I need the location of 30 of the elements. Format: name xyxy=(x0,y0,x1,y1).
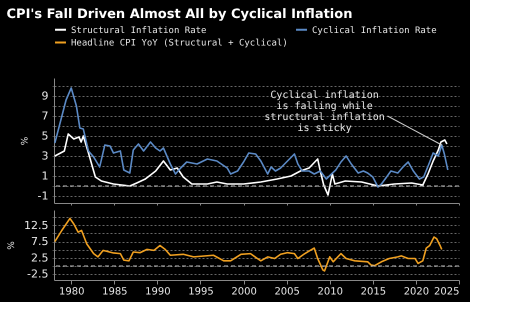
annotation: Cyclical inflation is falling while structural inflation is sticky xyxy=(264,90,385,134)
legend-label: Structural Inflation Rate xyxy=(71,26,206,36)
line-series xyxy=(54,133,448,196)
legend-label: Headline CPI YoY (Structural + Cyclical) xyxy=(71,38,288,48)
x-tick-label: 2025 xyxy=(434,286,460,298)
line-series xyxy=(54,87,449,188)
x-tick-label: 1995 xyxy=(188,286,214,298)
y-tick-label: 7 xyxy=(42,110,48,122)
x-tick-label: 1985 xyxy=(102,286,128,298)
y-tick-label: 3 xyxy=(42,150,48,162)
y-tick-label: 9 xyxy=(42,90,48,102)
y-tick-label: -2.5 xyxy=(27,268,48,281)
x-tick-label: 2005 xyxy=(274,286,300,298)
x-tick-label: 2010 xyxy=(318,286,343,298)
x-tick-label: 1980 xyxy=(59,286,84,298)
y-tick-label: 12.5 xyxy=(24,218,48,232)
chart-title: CPI's Fall Driven Almost All by Cyclical Inflation xyxy=(6,7,352,22)
x-tick-label: 1990 xyxy=(145,286,171,298)
y-axis-title: % xyxy=(20,136,31,146)
y-tick-label: 2.5 xyxy=(31,251,48,264)
y-tick-label: 1 xyxy=(42,170,48,182)
y-tick-label: 7.5 xyxy=(31,235,48,248)
y-tick-label: 5 xyxy=(42,130,48,142)
y-axis-title: % xyxy=(7,240,18,250)
x-tick-label: 2000 xyxy=(231,286,257,298)
line-series xyxy=(54,218,443,272)
y-tick-label: -1 xyxy=(38,190,48,202)
x-tick-label: 2020 xyxy=(404,286,430,298)
x-tick-label: 2015 xyxy=(360,286,386,298)
legend-label: Cyclical Inflation Rate xyxy=(312,26,437,36)
